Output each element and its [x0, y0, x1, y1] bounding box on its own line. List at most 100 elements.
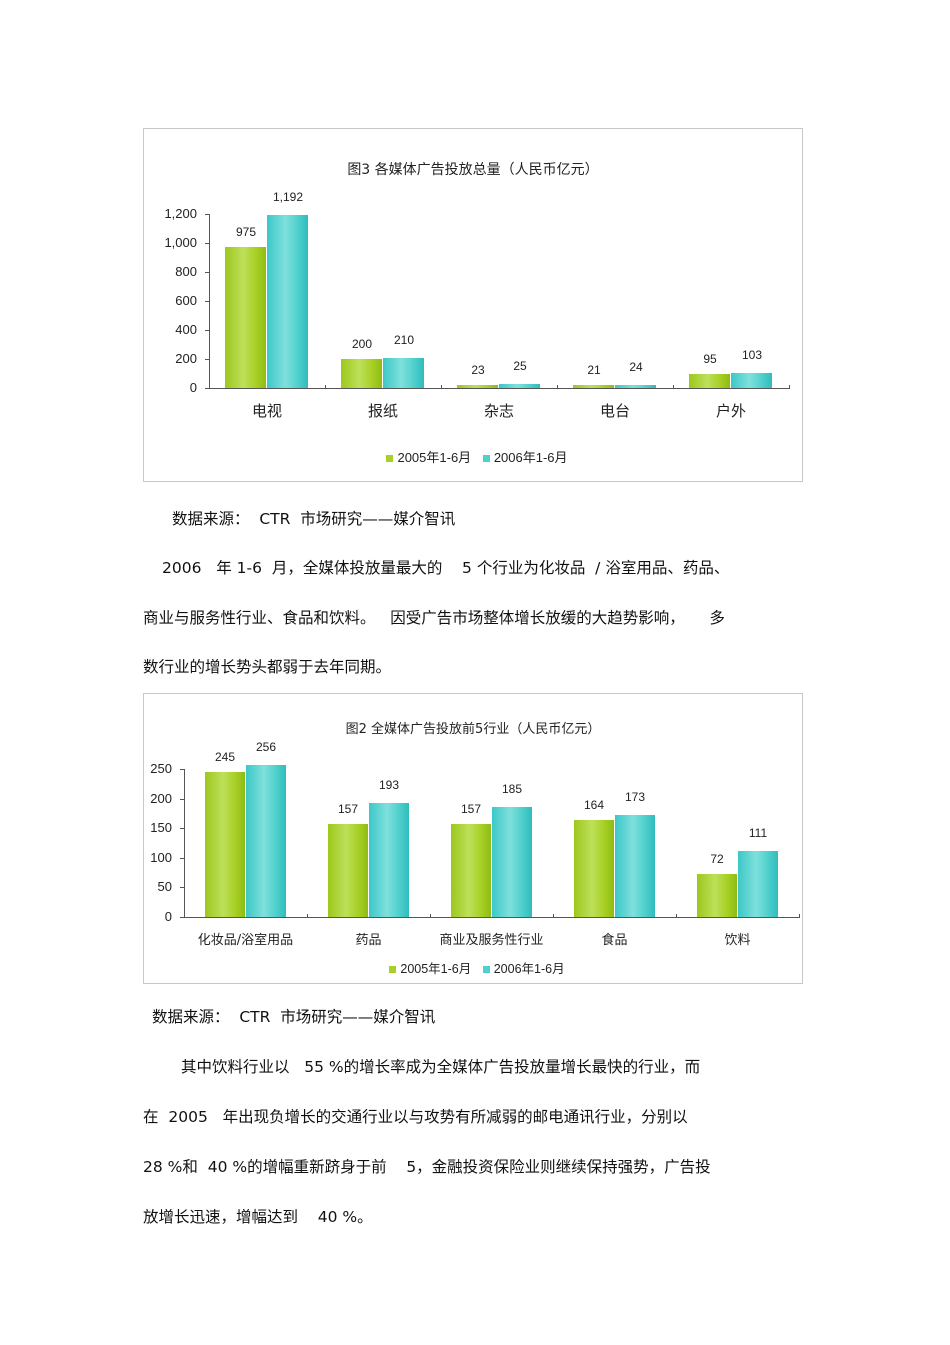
bar-2005	[689, 374, 730, 388]
bar-2005	[327, 824, 368, 917]
y-tick-label: 250	[150, 761, 172, 776]
y-tick	[180, 769, 185, 770]
legend-swatch-2006	[482, 455, 490, 463]
y-tick	[180, 887, 185, 889]
y-tick	[180, 798, 185, 800]
x-category-label: 报纸	[367, 402, 398, 420]
data-value-label: 72	[710, 852, 724, 867]
legend-label-2006: 2006年1-6月	[493, 450, 568, 465]
data-value-label: 95	[703, 352, 717, 367]
data-value-label: 157	[460, 802, 482, 817]
bar-2005	[450, 824, 491, 917]
legend-label-2006: 2006年1-6月	[493, 962, 565, 976]
data-value-label: 21	[587, 362, 601, 377]
y-tick-label: 1,000	[164, 235, 197, 250]
x-category-label: 电台	[599, 402, 630, 420]
bar-2005	[204, 771, 245, 917]
y-tick-label: 1,200	[164, 206, 197, 221]
y-tick-label: 50	[157, 879, 172, 895]
bar-2005	[457, 384, 498, 388]
x-category-label: 户外	[715, 402, 746, 420]
x-tick	[557, 385, 558, 389]
data-value-label: 24	[629, 359, 643, 374]
bar-2005	[573, 819, 614, 917]
x-tick	[209, 385, 210, 389]
data-value-label: 164	[583, 797, 605, 812]
x-category-label: 药品	[355, 933, 382, 948]
x-tick	[676, 914, 677, 918]
y-tick-label: 200	[150, 790, 172, 806]
x-axis	[209, 388, 789, 389]
y-tick-label: 100	[150, 849, 172, 865]
x-tick	[184, 914, 185, 918]
data-value-label: 103	[741, 348, 763, 363]
legend-label-2005: 2005年1-6月	[400, 962, 472, 976]
paragraph-line: 其中饮料行业以 55 %的增长率成为全媒体广告投放量增长最快的行业，而	[181, 1058, 701, 1076]
data-source-caption: 数据来源： CTR 市场研究——媒介智讯	[152, 1008, 436, 1026]
y-tick-label: 800	[175, 264, 197, 279]
y-tick	[205, 272, 210, 273]
data-value-label: 245	[214, 749, 236, 764]
bar-2006	[368, 802, 409, 917]
paragraph-line: 28 %和 40 %的增幅重新跻身于前 5，金融投资保险业则继续保持强势，广告投	[143, 1158, 711, 1176]
x-category-label: 电视	[251, 402, 282, 420]
y-tick	[205, 214, 210, 215]
chart-title: 图2 全媒体广告投放前5行业（人民币亿元）	[345, 722, 601, 737]
x-tick	[553, 914, 554, 918]
x-tick	[325, 385, 326, 389]
bar-2006	[731, 373, 772, 388]
y-tick	[205, 388, 210, 389]
chart-title: 图3 各媒体广告投放总量（人民币亿元）	[347, 162, 599, 178]
data-value-label: 185	[501, 782, 523, 797]
y-tick-label: 600	[175, 293, 197, 308]
y-tick	[205, 243, 210, 244]
data-value-label: 210	[393, 332, 415, 347]
data-value-label: 173	[624, 789, 646, 804]
paragraph-line: 2006 年 1-6 月，全媒体投放量最大的 5 个行业为化妆品 / 浴室用品、…	[162, 559, 730, 577]
data-value-label: 25	[513, 359, 527, 374]
x-category-label: 食品	[601, 933, 628, 948]
bar-2006	[383, 357, 424, 388]
y-tick	[180, 857, 185, 859]
paragraph-line: 在 2005 年出现负增长的交通行业以与攻势有所减弱的邮电通讯行业，分别以	[143, 1108, 688, 1126]
bar-2006	[491, 807, 532, 917]
y-tick-label: 200	[175, 351, 197, 366]
bar-2006	[245, 765, 286, 917]
x-category-label: 商业及服务性行业	[439, 933, 544, 948]
paragraph-line: 放增长迅速，增幅达到 40 %。	[143, 1208, 373, 1226]
data-source-caption: 数据来源： CTR 市场研究——媒介智讯	[172, 510, 456, 528]
bar-2005	[573, 384, 614, 388]
bar-2005	[225, 246, 266, 388]
y-tick	[205, 301, 210, 302]
bar-2005	[341, 359, 382, 388]
bar-2006	[737, 851, 778, 917]
chart-legend: 2005年1-6月 2006年1-6月	[144, 447, 802, 466]
x-category-label: 杂志	[483, 402, 514, 420]
bar-2006	[499, 384, 540, 388]
y-tick-label: 400	[175, 322, 197, 337]
paragraph-line: 数行业的增长势头都弱于去年同期。	[143, 658, 392, 676]
chart-legend: 2005年1-6月 2006年1-6月	[144, 958, 802, 977]
data-value-label: 1,192	[272, 190, 304, 205]
x-tick	[799, 914, 800, 918]
bar-2006	[267, 215, 308, 388]
x-category-label: 饮料	[724, 933, 751, 948]
y-tick	[180, 828, 185, 830]
bar-2006	[614, 814, 655, 917]
x-tick	[430, 914, 431, 918]
data-value-label: 200	[351, 337, 373, 351]
paragraph-line: 商业与服务性行业、食品和饮料。 因受广告市场整体增长放缓的大趋势影响， 多	[143, 609, 725, 627]
data-value-label: 111	[748, 826, 768, 841]
x-axis	[184, 917, 799, 918]
data-value-label: 975	[235, 224, 257, 239]
chart-top5-industries: 图2 全媒体广告投放前5行业（人民币亿元） 0 50 100 150 200 250 245…	[143, 693, 803, 984]
legend-swatch-2005	[389, 966, 397, 974]
x-tick	[441, 385, 442, 389]
legend-swatch-2005	[386, 455, 394, 463]
data-value-label: 157	[337, 802, 359, 817]
y-tick-label: 0	[189, 380, 197, 395]
data-value-label: 256	[255, 740, 277, 755]
x-tick	[789, 385, 790, 389]
y-tick-label: 0	[164, 909, 172, 924]
legend-swatch-2006	[482, 966, 490, 974]
